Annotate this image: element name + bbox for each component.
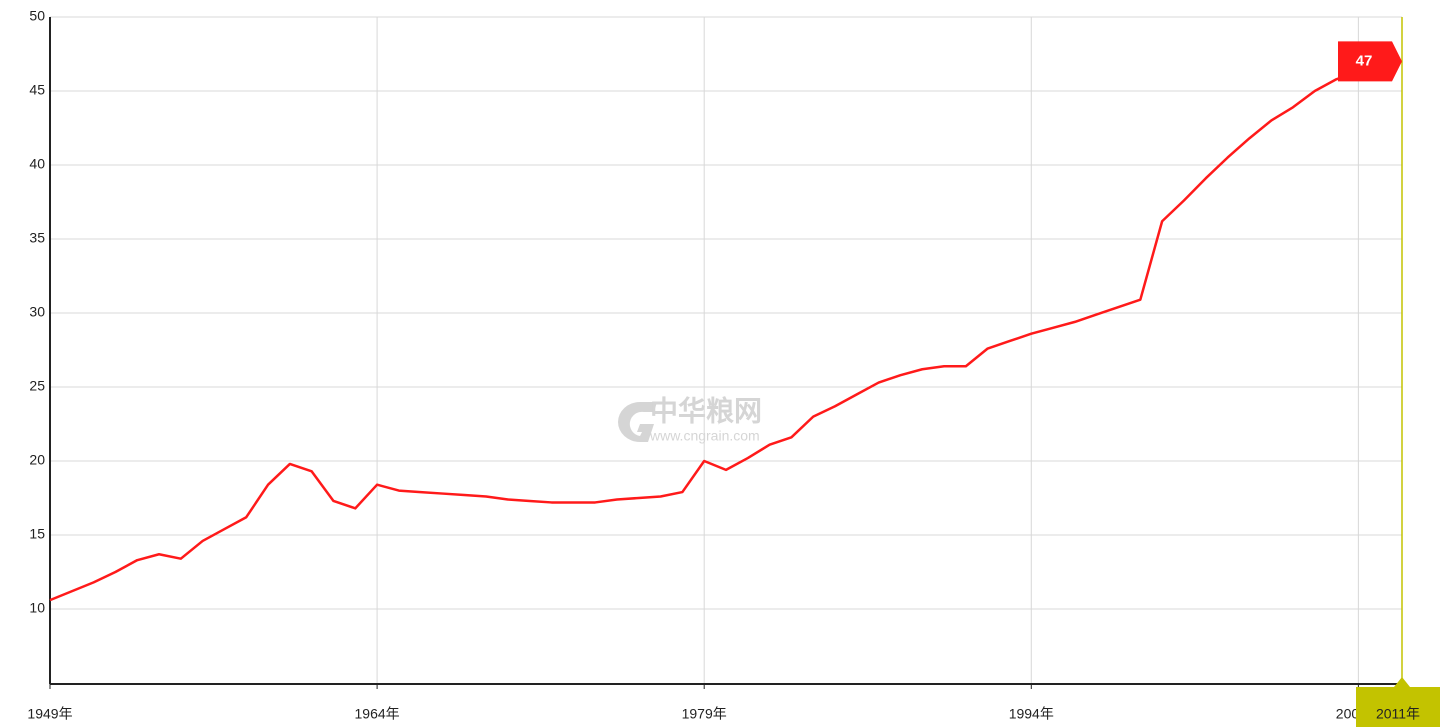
y-tick-label: 40 — [29, 156, 45, 172]
watermark-logo — [618, 402, 657, 442]
x-tick-label: 1994年 — [1009, 706, 1054, 722]
data-line — [49, 60, 1403, 602]
crosshair-label-bg — [1356, 677, 1440, 727]
value-tag: 47 — [1356, 52, 1373, 69]
watermark: 中华粮网 www.cngrain.com — [618, 394, 762, 444]
y-tick-label: 15 — [29, 526, 45, 542]
crosshair-label: 2011年 — [1376, 706, 1420, 722]
value-tag-bg — [1338, 41, 1402, 82]
watermark-title: 中华粮网 — [650, 394, 762, 426]
y-tick-label: 20 — [29, 452, 45, 468]
y-tick-label: 45 — [29, 82, 45, 98]
x-tick-label: 1979年 — [682, 706, 727, 722]
x-tick-label: 1949年 — [27, 706, 72, 722]
x-tick-label: 1964年 — [355, 706, 400, 722]
y-tick-label: 50 — [29, 8, 45, 24]
y-tick-label: 35 — [29, 230, 45, 246]
y-tick-label: 10 — [29, 600, 45, 616]
y-tick-label: 30 — [29, 304, 45, 320]
y-tick-label: 25 — [29, 378, 45, 394]
